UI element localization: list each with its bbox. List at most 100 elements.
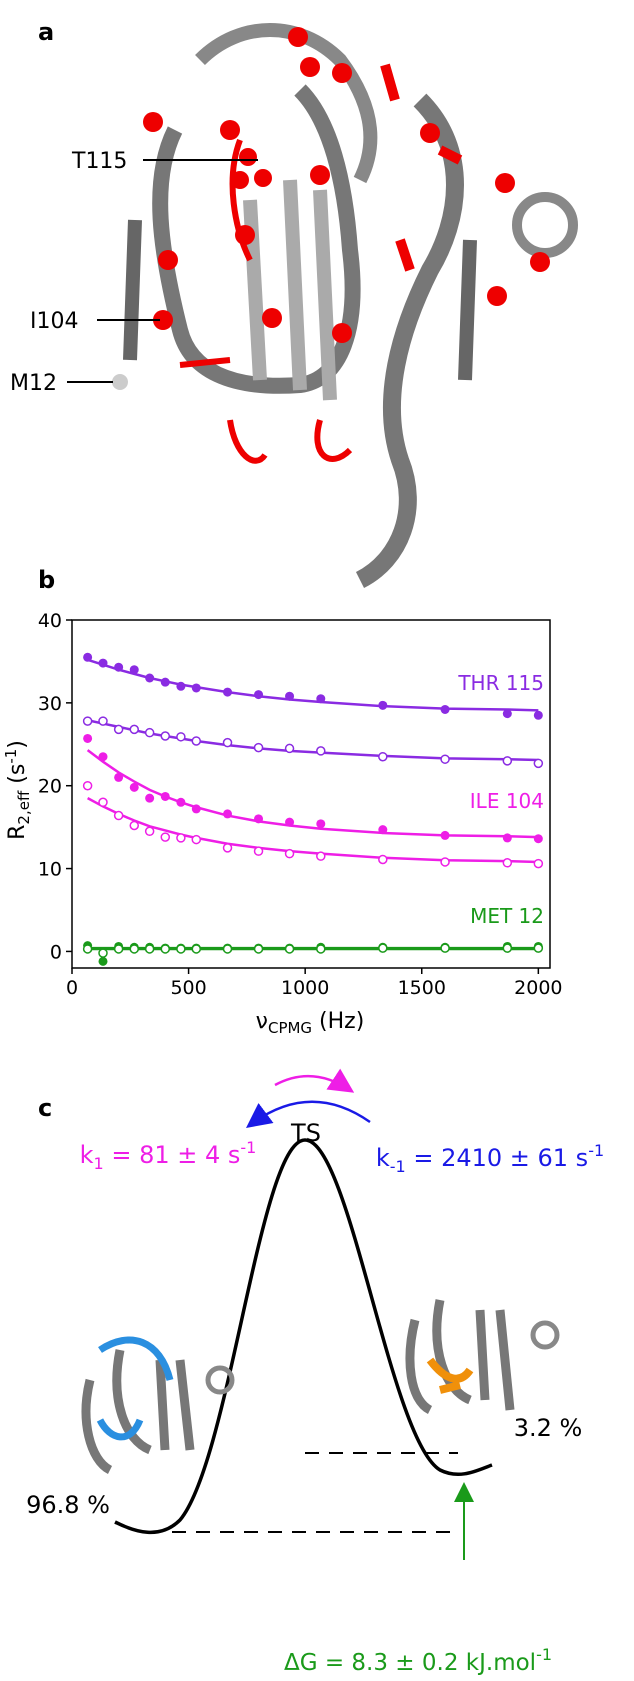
- ground-population: 96.8 %: [26, 1491, 110, 1519]
- panel-label: c: [38, 1094, 52, 1122]
- point-filled: [114, 662, 124, 672]
- ground-state-structure: [81, 1336, 235, 1475]
- point-filled: [176, 681, 186, 691]
- fit-line: [87, 658, 539, 712]
- x-tick-label: 0: [66, 977, 78, 999]
- point-open: [176, 732, 186, 742]
- point-filled: [145, 793, 155, 803]
- x-axis-label: νCPMG (Hz): [256, 1009, 365, 1037]
- x-label-unit: (Hz): [312, 1009, 364, 1034]
- rate-symbol: k: [80, 1141, 94, 1169]
- x-tick-label: 500: [170, 977, 206, 999]
- point-filled: [129, 665, 139, 675]
- fit-line: [86, 749, 539, 839]
- energy-diagram: TS k1 = 81 ± 4 s-1 k-1 = 2410 ± 61 s-1 9…: [26, 1068, 604, 1676]
- panel-label: b: [38, 566, 55, 594]
- point-filled: [533, 834, 543, 844]
- reverse-rate: k-1 = 2410 ± 61 s-1: [376, 1141, 604, 1176]
- point-open: [284, 848, 295, 859]
- y-axis-label: R2,eff (s-1): [2, 740, 33, 840]
- y-tick-label: 40: [38, 610, 62, 632]
- x-tick-label: 1000: [281, 977, 329, 999]
- fit-line: [87, 719, 539, 762]
- rate-sub: 1: [94, 1154, 104, 1173]
- rate-text: = 2410 ± 61 s: [406, 1144, 588, 1172]
- point-filled: [145, 673, 155, 683]
- point-open: [378, 751, 388, 762]
- point-open: [378, 943, 388, 953]
- point-filled: [129, 782, 139, 792]
- x-tick-label: 1500: [398, 977, 446, 999]
- point-open: [144, 826, 155, 837]
- y-label-unit: (s: [5, 764, 30, 791]
- point-filled: [191, 683, 201, 693]
- point-open: [160, 944, 171, 954]
- y-tick-label: 0: [50, 941, 62, 963]
- point-open: [113, 944, 124, 954]
- residue-labels: T115 I104 M12: [10, 149, 258, 396]
- point-open: [253, 944, 264, 954]
- point-filled: [254, 814, 264, 824]
- point-open: [533, 758, 544, 769]
- point-filled: [285, 817, 295, 827]
- point-open: [144, 944, 155, 954]
- fit-line: [87, 797, 539, 864]
- point-filled: [98, 956, 108, 966]
- point-open: [222, 737, 233, 748]
- transition-state-label: TS: [290, 1119, 321, 1147]
- rate-text: = 81 ± 4 s: [104, 1141, 241, 1169]
- point-open: [82, 944, 93, 954]
- point-open: [176, 833, 186, 843]
- point-filled: [160, 791, 170, 801]
- point-filled: [440, 704, 450, 714]
- residue-label: T115: [71, 149, 127, 174]
- plot-frame: [71, 619, 551, 969]
- series-label: ILE 104: [470, 789, 544, 813]
- point-filled: [223, 687, 233, 697]
- point-filled: [285, 691, 295, 701]
- point-filled: [440, 830, 450, 840]
- point-filled: [502, 833, 512, 843]
- series-label: THR 115: [457, 671, 544, 695]
- point-filled: [98, 752, 108, 762]
- series-label: MET 12: [470, 904, 544, 928]
- panel-label: a: [38, 18, 54, 46]
- x-tick-label: 2000: [514, 977, 562, 999]
- protein-structure: [112, 23, 578, 589]
- point-filled: [533, 710, 543, 720]
- forward-rate: k1 = 81 ± 4 s-1: [80, 1138, 257, 1173]
- point-open: [284, 743, 295, 754]
- y-tick-label: 20: [38, 776, 62, 798]
- y-label-sup: -1: [2, 749, 20, 764]
- point-open: [191, 834, 202, 845]
- point-open: [502, 756, 513, 766]
- point-filled: [191, 804, 201, 814]
- y-tick-label: 10: [38, 859, 62, 881]
- point-open: [253, 742, 264, 753]
- point-open: [160, 731, 171, 741]
- point-open: [129, 944, 140, 954]
- point-open: [316, 944, 326, 954]
- point-open: [113, 810, 124, 821]
- point-open: [316, 851, 326, 861]
- rate-sup: -1: [588, 1141, 604, 1160]
- point-open: [191, 736, 202, 746]
- point-open: [98, 797, 108, 808]
- point-open: [533, 943, 544, 953]
- point-open: [82, 716, 93, 726]
- point-open: [378, 854, 388, 865]
- free-energy: ΔG = 8.3 ± 0.2 kJ.mol-1: [284, 1645, 552, 1676]
- point-filled: [254, 690, 264, 700]
- point-filled: [114, 772, 124, 782]
- point-open: [129, 820, 140, 831]
- point-open: [191, 944, 202, 954]
- free-energy-sup: -1: [536, 1645, 552, 1664]
- point-filled: [378, 700, 388, 710]
- point-open: [440, 754, 450, 764]
- y-label-symbol: R: [5, 825, 30, 840]
- rate-sup: -1: [240, 1138, 256, 1157]
- point-open: [113, 724, 124, 735]
- point-filled: [83, 733, 93, 743]
- y-label-close: ): [5, 740, 30, 749]
